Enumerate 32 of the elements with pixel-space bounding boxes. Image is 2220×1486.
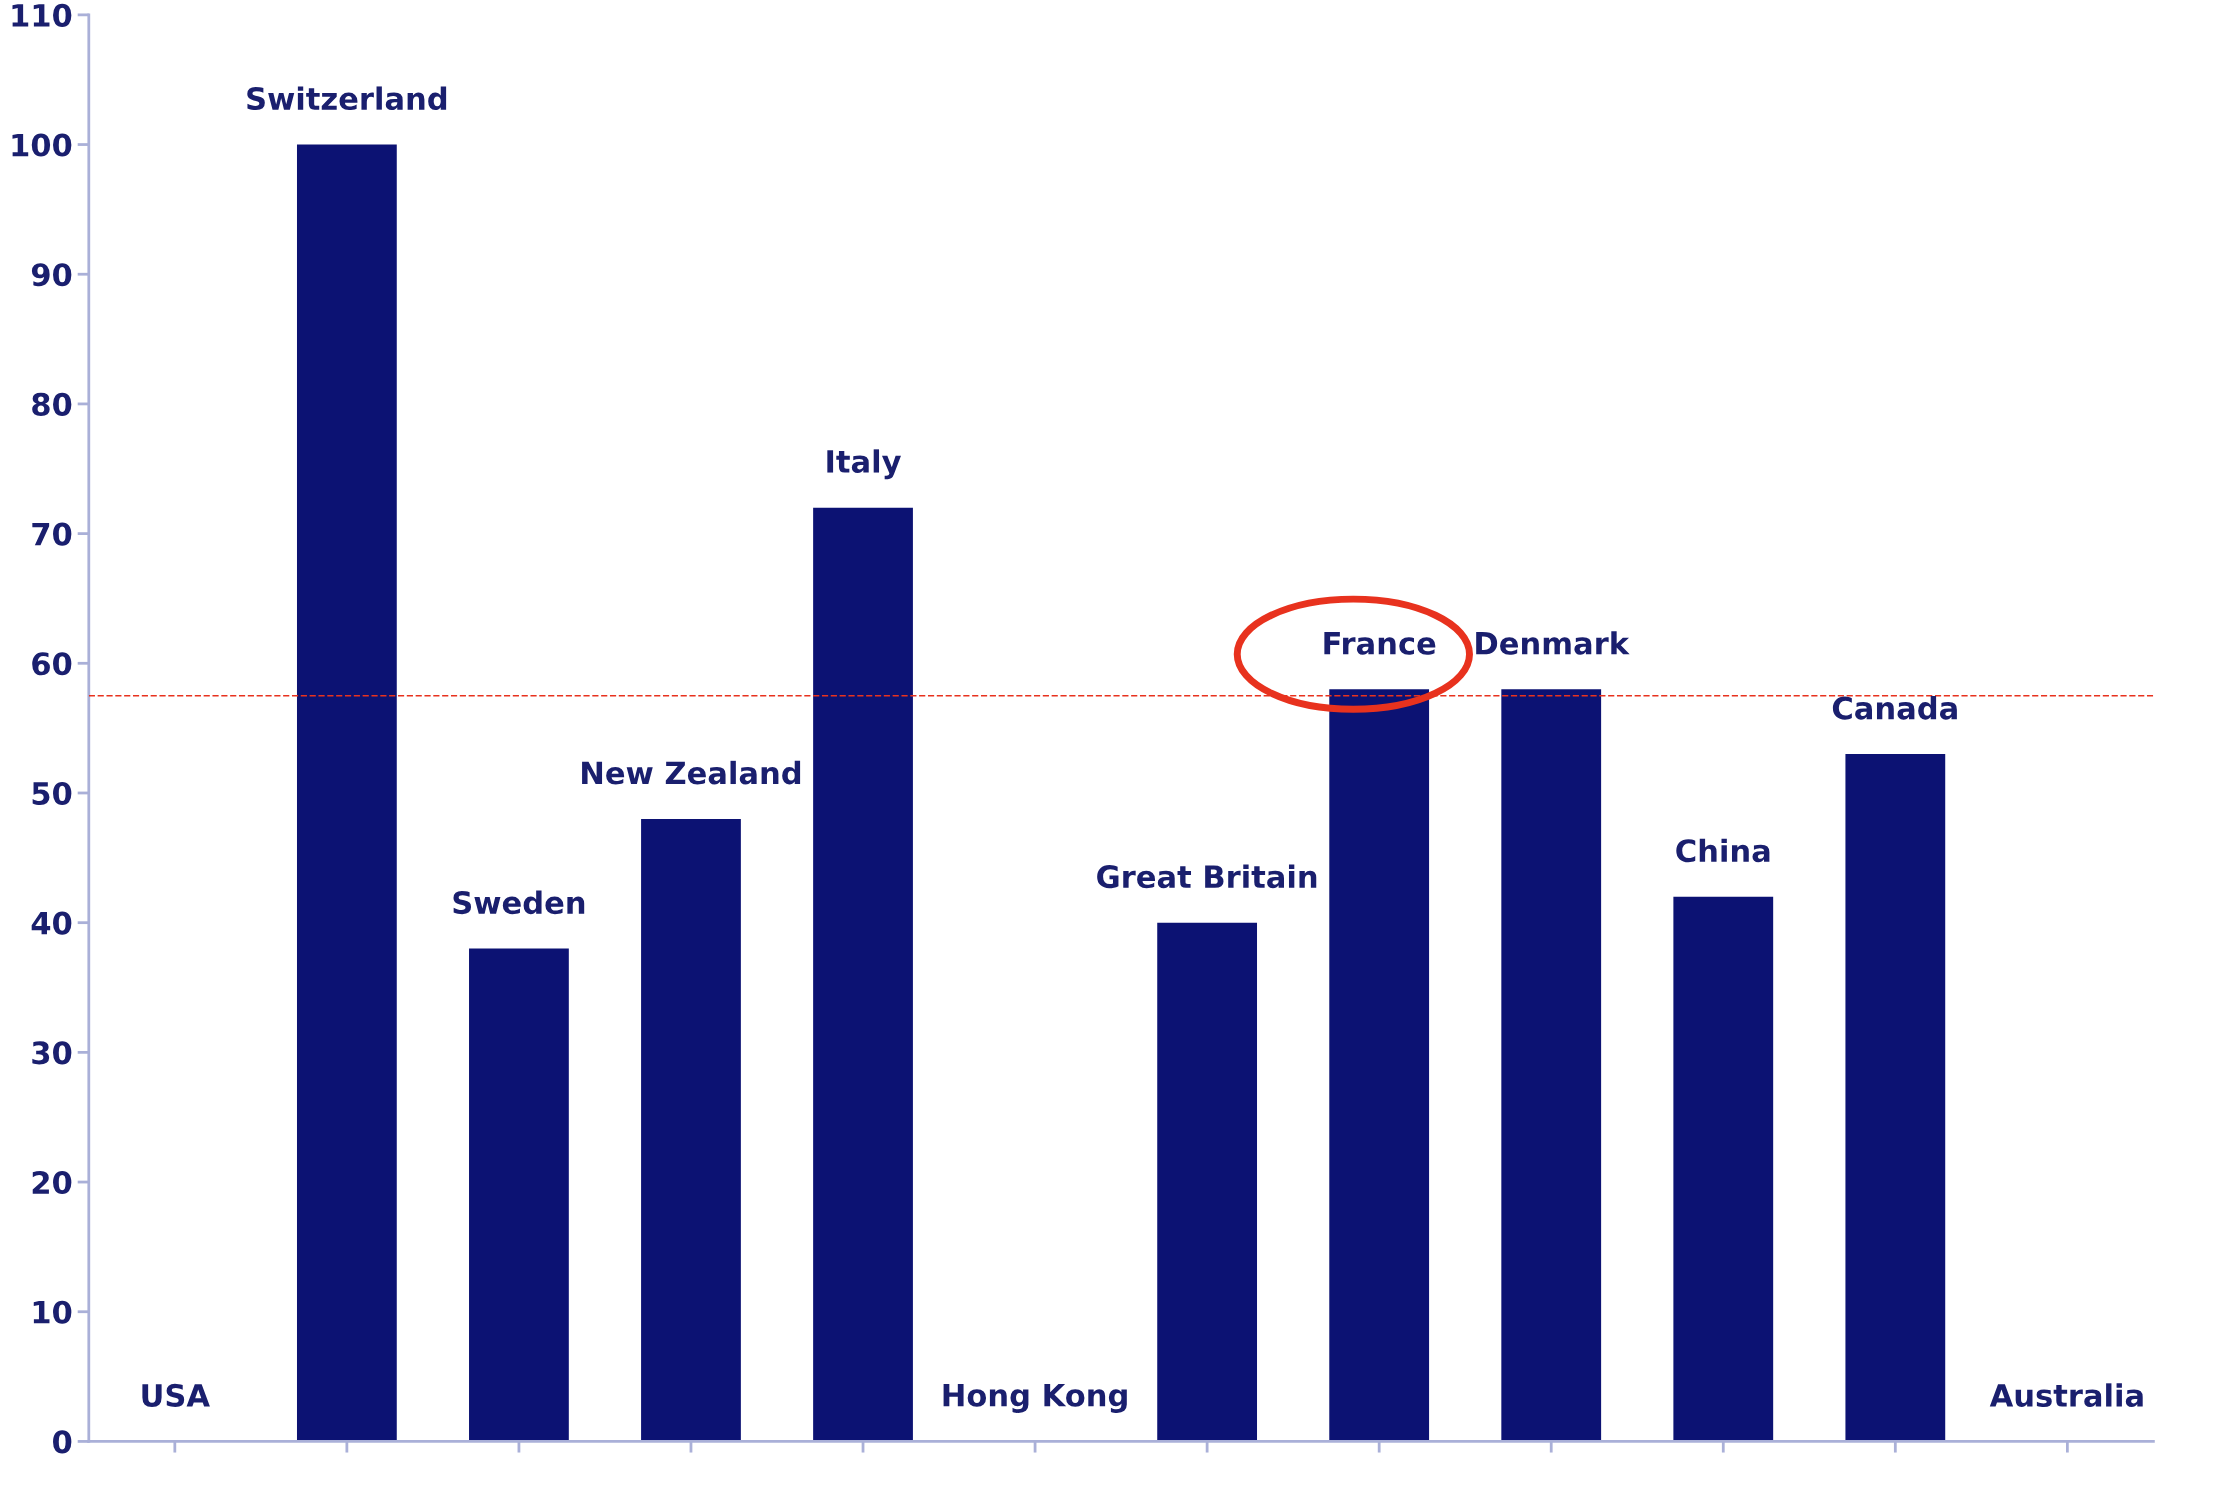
bar bbox=[1845, 754, 1946, 1442]
bar bbox=[1157, 922, 1258, 1442]
y-tick-label: 50 bbox=[32, 781, 72, 806]
bar bbox=[469, 948, 569, 1442]
x-tick-label: Hong Kong bbox=[943, 1384, 1127, 1413]
y-tick-label: 60 bbox=[32, 652, 72, 676]
x-tick-label: USA bbox=[142, 1383, 210, 1407]
x-tick-label: China bbox=[1676, 838, 1770, 863]
bar bbox=[1673, 896, 1774, 1442]
y-tick-label: 30 bbox=[32, 1041, 72, 1065]
y-tick-label: 10 bbox=[33, 1300, 72, 1324]
bar bbox=[641, 818, 741, 1442]
y-tick-label: 90 bbox=[31, 263, 72, 287]
bar bbox=[1501, 689, 1602, 1442]
y-tick-label: 0 bbox=[53, 1430, 72, 1454]
x-tick-label: Italy bbox=[827, 449, 901, 480]
y-tick-label: 40 bbox=[31, 911, 72, 935]
y-tick-label: 110 bbox=[12, 3, 72, 27]
x-tick-label: France bbox=[1324, 632, 1436, 655]
y-tick-label: 70 bbox=[32, 522, 72, 546]
x-tick-label: Switzerland bbox=[247, 86, 447, 111]
x-tick-label: Sweden bbox=[453, 890, 585, 915]
x-tick-label: Canada bbox=[1832, 695, 1957, 720]
x-tick-label: Australia bbox=[1989, 1383, 2143, 1407]
x-tick-label: New Zealand bbox=[582, 760, 801, 785]
y-tick-label: 100 bbox=[12, 133, 72, 157]
bar bbox=[296, 144, 397, 1442]
y-tick-label: 20 bbox=[32, 1170, 72, 1195]
bar bbox=[813, 507, 913, 1442]
x-tick-label: Great Britain bbox=[1097, 864, 1317, 889]
x-tick-label: Denmark bbox=[1476, 631, 1630, 655]
y-tick-label: 80 bbox=[32, 392, 72, 416]
